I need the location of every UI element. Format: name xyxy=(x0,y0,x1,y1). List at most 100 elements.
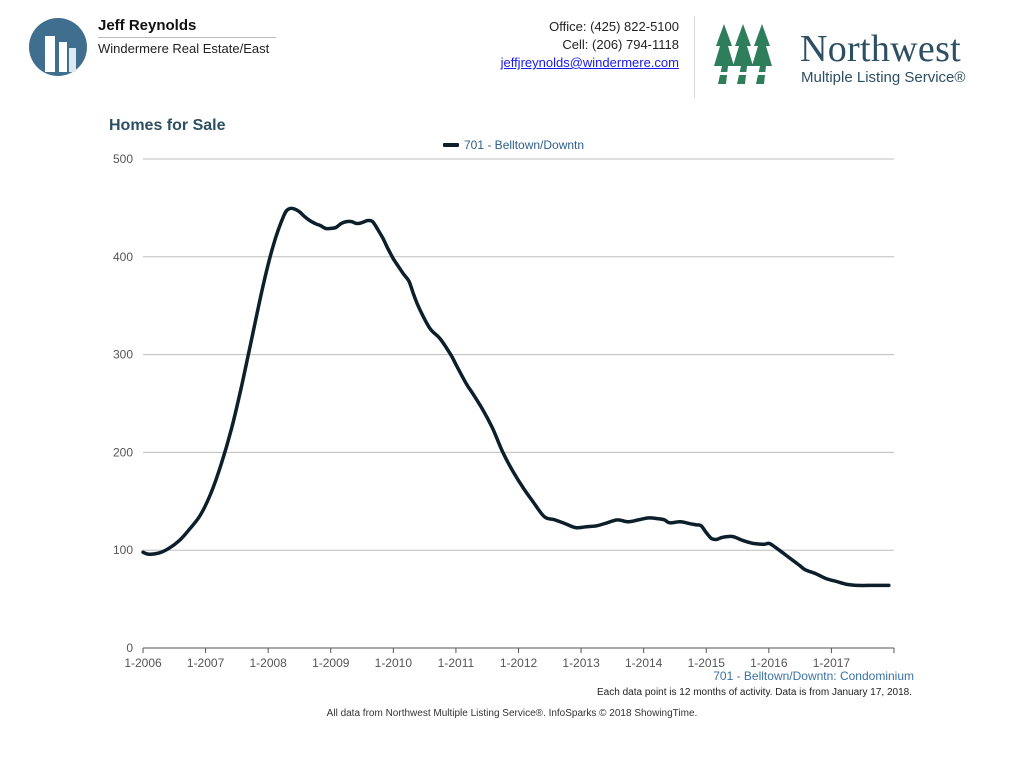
data-point[interactable] xyxy=(835,580,838,583)
data-point[interactable] xyxy=(501,451,505,454)
data-point[interactable] xyxy=(209,492,212,495)
data-point[interactable] xyxy=(298,210,301,213)
data-point[interactable] xyxy=(340,222,343,225)
data-point[interactable] xyxy=(762,543,765,546)
data-point[interactable] xyxy=(480,407,484,410)
data-point[interactable] xyxy=(413,294,416,298)
data-point[interactable] xyxy=(715,538,718,541)
data-point[interactable] xyxy=(491,426,494,430)
data-point[interactable] xyxy=(313,222,317,225)
data-point[interactable] xyxy=(345,220,348,223)
data-point[interactable] xyxy=(804,568,807,571)
data-point[interactable] xyxy=(167,547,171,550)
data-point[interactable] xyxy=(407,280,411,283)
data-point[interactable] xyxy=(606,521,609,524)
data-point[interactable] xyxy=(334,226,338,229)
data-point[interactable] xyxy=(439,337,442,341)
data-point[interactable] xyxy=(793,560,797,564)
data-point[interactable] xyxy=(658,517,661,521)
data-point[interactable] xyxy=(157,551,160,555)
data-point[interactable] xyxy=(553,518,557,522)
data-point[interactable] xyxy=(230,426,233,430)
data-point[interactable] xyxy=(699,524,703,527)
data-point[interactable] xyxy=(251,333,254,337)
data-point[interactable] xyxy=(845,583,849,586)
data-point[interactable] xyxy=(694,523,697,526)
data-point[interactable] xyxy=(465,382,468,386)
data-point[interactable] xyxy=(240,382,244,386)
data-point[interactable] xyxy=(324,227,327,230)
series-line[interactable] xyxy=(141,206,891,588)
data-point[interactable] xyxy=(574,526,578,529)
data-point[interactable] xyxy=(303,215,306,218)
data-point[interactable] xyxy=(282,214,285,217)
data-point[interactable] xyxy=(454,363,458,366)
data-point[interactable] xyxy=(261,284,265,288)
data-point[interactable] xyxy=(428,327,431,330)
data-point[interactable] xyxy=(397,265,400,268)
data-point[interactable] xyxy=(392,257,395,260)
data-point[interactable] xyxy=(585,525,588,528)
data-point[interactable] xyxy=(887,584,890,587)
data-point[interactable] xyxy=(287,207,291,211)
data-point[interactable] xyxy=(366,219,369,222)
y-tick-label: 0 xyxy=(126,641,133,655)
data-point[interactable] xyxy=(663,518,666,522)
data-point[interactable] xyxy=(595,524,598,527)
data-point[interactable] xyxy=(319,224,322,227)
data-point[interactable] xyxy=(522,487,525,490)
data-point[interactable] xyxy=(470,390,473,393)
data-point[interactable] xyxy=(272,243,275,247)
data-point[interactable] xyxy=(741,539,744,542)
data-point[interactable] xyxy=(532,502,536,505)
data-point[interactable] xyxy=(637,518,640,522)
data-point[interactable] xyxy=(178,539,181,542)
data-point[interactable] xyxy=(705,531,708,534)
data-point[interactable] xyxy=(188,527,192,530)
data-point[interactable] xyxy=(402,273,405,276)
data-point[interactable] xyxy=(418,307,421,310)
data-point[interactable] xyxy=(293,207,296,211)
data-point[interactable] xyxy=(752,542,755,545)
data-point[interactable] xyxy=(767,542,770,545)
data-point[interactable] xyxy=(308,219,312,222)
data-point[interactable] xyxy=(783,552,786,556)
data-point[interactable] xyxy=(147,552,150,556)
data-point[interactable] xyxy=(731,535,734,538)
data-point[interactable] xyxy=(866,584,870,587)
data-point[interactable] xyxy=(350,220,353,223)
data-point[interactable] xyxy=(199,513,202,517)
data-point[interactable] xyxy=(564,522,567,525)
chart-legend[interactable]: 701 - Belltown/Downtn xyxy=(443,138,584,152)
data-point[interactable] xyxy=(616,518,619,522)
data-point[interactable] xyxy=(825,577,828,580)
x-tick-label: 1-2013 xyxy=(562,656,600,670)
data-point[interactable] xyxy=(360,221,364,224)
data-point[interactable] xyxy=(381,237,385,240)
x-tick-label: 1-2016 xyxy=(750,656,788,670)
data-point[interactable] xyxy=(689,522,692,525)
data-point[interactable] xyxy=(668,521,671,524)
data-point[interactable] xyxy=(329,227,332,230)
data-point[interactable] xyxy=(449,353,452,356)
email-link[interactable]: jeffjreynolds@windermere.com xyxy=(500,55,679,70)
data-point[interactable] xyxy=(877,584,880,587)
data-point[interactable] xyxy=(798,564,802,567)
data-point[interactable] xyxy=(814,572,817,575)
data-point[interactable] xyxy=(720,536,724,539)
data-point[interactable] xyxy=(856,584,859,587)
data-point[interactable] xyxy=(647,516,651,520)
data-point[interactable] xyxy=(376,228,379,231)
nwmls-brand-subtitle: Multiple Listing Service® xyxy=(801,69,966,86)
data-point[interactable] xyxy=(141,551,145,554)
data-point[interactable] xyxy=(543,515,546,519)
data-point[interactable] xyxy=(626,520,630,523)
data-point[interactable] xyxy=(371,220,374,223)
data-point[interactable] xyxy=(710,537,713,540)
data-point[interactable] xyxy=(220,462,223,466)
data-point[interactable] xyxy=(386,247,390,251)
data-point[interactable] xyxy=(355,222,358,225)
data-point[interactable] xyxy=(512,470,515,474)
data-point[interactable] xyxy=(772,545,776,548)
data-point[interactable] xyxy=(679,520,682,523)
